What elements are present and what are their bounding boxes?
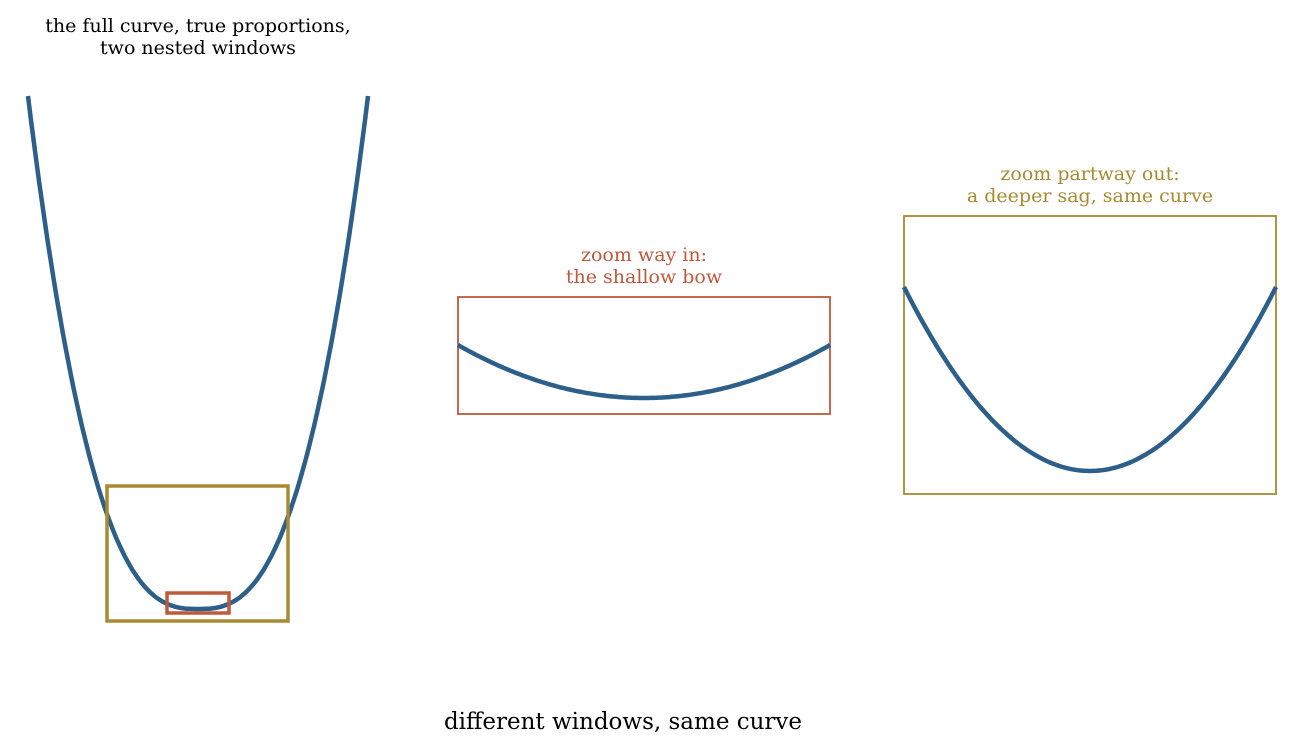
panel-title: two nested windows [100,37,296,59]
inner-window [165,591,231,615]
panel-title: the shallow bow [566,266,723,288]
panel-title: zoom partway out: [1000,163,1179,185]
outer-window [105,484,290,623]
zoom-in-frame [457,296,831,415]
panel-title: a deeper sag, same curve [967,185,1213,207]
footer: different windows, same curve [444,709,802,735]
panel-title: the full curve, true proportions, [45,15,350,37]
curve [25,95,371,612]
curve [901,285,1279,474]
zoom-out-frame [903,215,1277,495]
panel-title: zoom way in: [581,244,707,266]
curve [456,343,832,401]
